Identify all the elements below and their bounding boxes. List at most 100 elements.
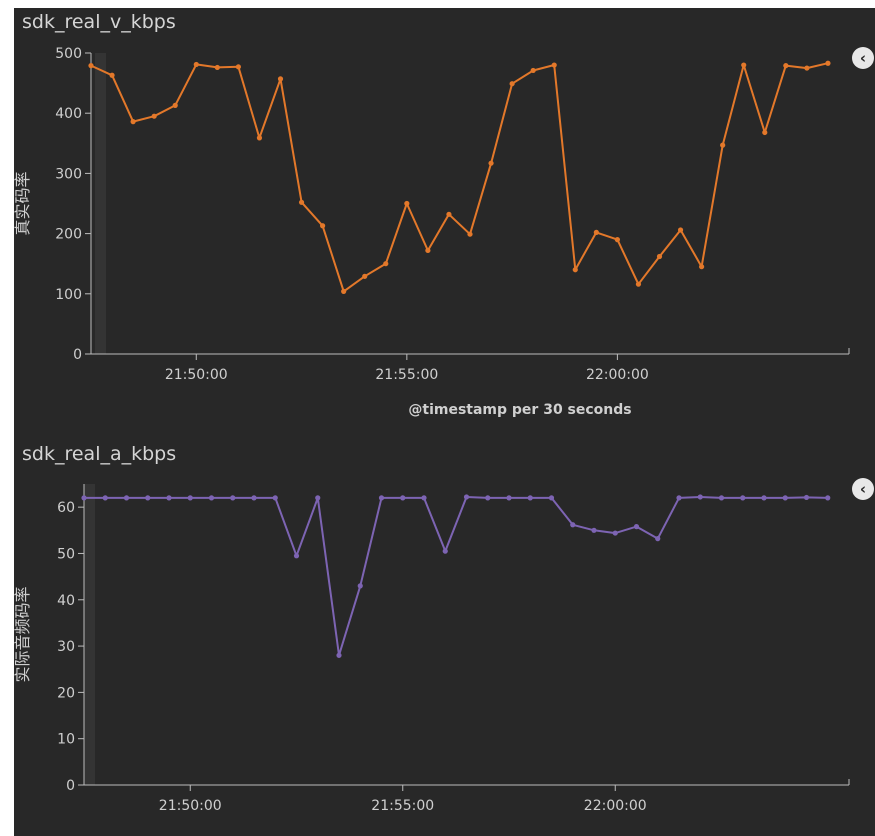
data-point-audio <box>81 495 87 501</box>
data-point-video <box>635 281 642 287</box>
data-point-video <box>509 81 515 87</box>
data-point-video <box>530 67 536 74</box>
data-point-audio <box>230 495 236 501</box>
data-point-video <box>720 142 726 148</box>
data-point-video <box>256 135 263 141</box>
data-point-audio <box>527 495 533 501</box>
data-point-audio <box>612 530 618 536</box>
data-point-video <box>804 65 810 71</box>
data-point-video <box>130 119 136 125</box>
data-point-video <box>825 60 831 66</box>
data-point-video <box>193 61 199 68</box>
chevron-left-icon[interactable]: ‹ <box>852 47 874 69</box>
data-point-video <box>383 261 389 267</box>
plot-band-video <box>95 53 106 354</box>
data-point-audio <box>421 495 427 501</box>
data-point-video <box>298 199 305 205</box>
data-point-audio <box>463 494 470 500</box>
data-point-audio <box>782 495 788 501</box>
data-point-video <box>614 237 620 243</box>
x-tick-label-audio: 22:00:00 <box>584 798 647 814</box>
chevron-left-icon[interactable]: ‹ <box>852 478 874 500</box>
data-point-video <box>320 223 326 229</box>
data-point-video <box>235 64 241 70</box>
y-tick-label-audio: 0 <box>66 778 75 794</box>
data-point-audio <box>633 524 640 530</box>
data-point-video <box>467 231 473 237</box>
y-tick-label-video: 500 <box>55 46 82 62</box>
data-point-video <box>677 227 684 233</box>
data-point-audio <box>548 495 555 501</box>
y-tick-label-audio: 40 <box>57 593 75 609</box>
data-point-video <box>446 211 452 217</box>
data-point-video <box>593 229 599 235</box>
data-point-audio <box>293 553 300 559</box>
data-point-audio <box>761 495 767 501</box>
y-tick-label-audio: 30 <box>57 639 75 655</box>
data-point-audio <box>123 495 130 501</box>
data-point-video <box>214 64 220 71</box>
x-axis-title-video: @timestamp per 30 seconds <box>408 402 631 418</box>
y-tick-label-video: 100 <box>55 287 82 303</box>
y-tick-label-audio: 20 <box>57 685 75 701</box>
data-point-audio <box>378 495 385 501</box>
data-point-audio <box>208 495 215 501</box>
plot-band-audio <box>84 484 95 785</box>
data-point-video <box>109 72 115 78</box>
x-tick-label-video: 22:00:00 <box>586 367 649 383</box>
data-point-audio <box>655 536 661 542</box>
data-point-audio <box>357 583 363 589</box>
data-point-audio <box>166 495 172 501</box>
y-tick-label-video: 300 <box>55 166 82 182</box>
data-point-audio <box>485 495 491 501</box>
data-point-audio <box>315 495 321 501</box>
panel-title-video: sdk_real_v_kbps <box>22 11 176 33</box>
y-tick-label-video: 200 <box>55 227 82 243</box>
data-point-video <box>151 113 157 119</box>
data-point-audio <box>825 495 831 501</box>
data-point-video <box>362 273 368 279</box>
data-point-video <box>404 200 410 207</box>
data-point-audio <box>442 548 448 554</box>
x-tick-label-video: 21:50:00 <box>165 367 228 383</box>
data-point-audio <box>718 495 725 501</box>
data-point-audio <box>400 495 406 501</box>
y-tick-label-audio: 60 <box>57 500 75 516</box>
data-point-audio <box>803 494 810 501</box>
data-point-video <box>741 62 747 68</box>
data-point-audio <box>740 495 746 501</box>
x-tick-label-audio: 21:50:00 <box>159 798 222 814</box>
x-tick-label-video: 21:55:00 <box>375 367 438 383</box>
data-point-audio <box>697 494 703 500</box>
data-point-audio <box>251 495 257 501</box>
y-axis-title-audio: 实际音频码率 <box>13 586 32 682</box>
y-tick-label-audio: 10 <box>57 732 75 748</box>
data-point-audio <box>336 652 342 658</box>
y-axis-title-video: 真实码率 <box>13 171 32 235</box>
data-point-video <box>699 264 705 270</box>
data-point-audio <box>145 495 151 501</box>
dashboard-background <box>14 8 875 836</box>
data-point-video <box>488 160 494 166</box>
data-point-audio <box>591 527 597 533</box>
y-tick-label-audio: 50 <box>57 546 75 562</box>
series-line-video <box>90 62 829 293</box>
x-tick-label-audio: 21:55:00 <box>371 798 434 814</box>
data-point-video <box>551 62 557 68</box>
y-tick-label-video: 0 <box>73 347 82 363</box>
data-point-video <box>341 288 347 294</box>
data-point-audio <box>102 495 108 501</box>
series-line-audio <box>84 496 828 657</box>
data-point-video <box>88 63 94 69</box>
data-point-video <box>572 267 578 273</box>
data-point-video <box>277 76 284 82</box>
data-point-audio <box>187 495 193 501</box>
data-point-video <box>425 247 431 254</box>
panel-title-audio: sdk_real_a_kbps <box>22 443 177 465</box>
data-point-audio <box>506 495 512 501</box>
data-point-audio <box>570 522 576 528</box>
data-point-audio <box>272 495 278 501</box>
data-point-video <box>656 253 663 260</box>
y-tick-label-video: 400 <box>55 106 82 122</box>
